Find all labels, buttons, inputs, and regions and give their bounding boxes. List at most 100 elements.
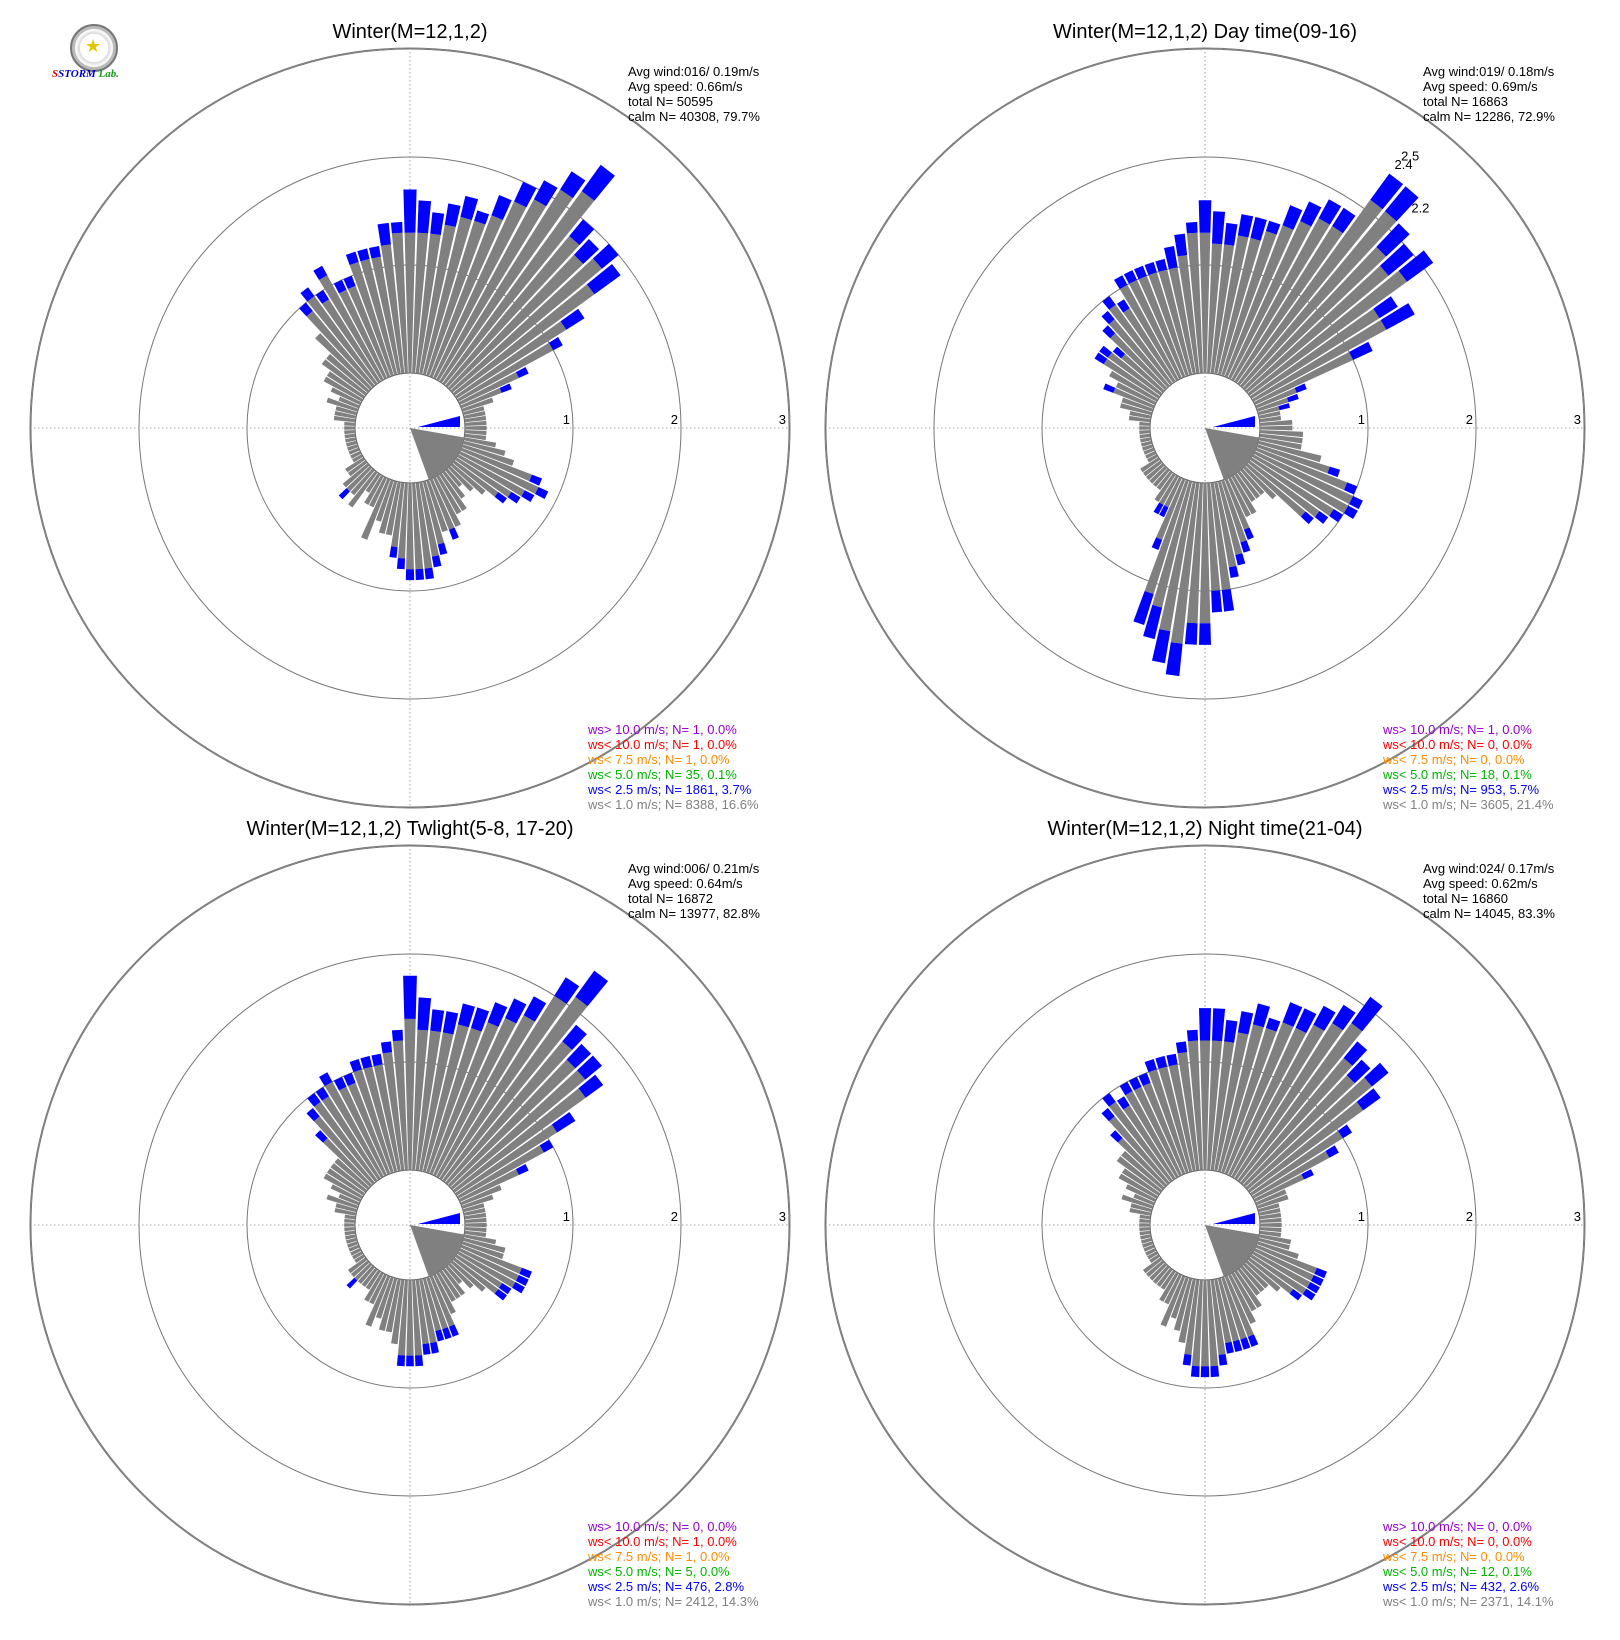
rose-bar-segment xyxy=(322,299,381,384)
rose-bar-segment xyxy=(422,480,445,545)
rose-bar-segment xyxy=(1139,1218,1151,1223)
rose-bar-segment xyxy=(1207,482,1221,591)
legend-entry: ws< 7.5 m/s; N= 1, 0.0% xyxy=(587,752,730,767)
rose-bar-segment xyxy=(1158,1066,1193,1173)
rose-bar-segment xyxy=(448,1324,459,1337)
rose-bar-segment xyxy=(535,487,549,499)
rose-bar-segment xyxy=(1258,437,1302,450)
rose-bar-segment xyxy=(1128,1076,1142,1091)
rose-bar-segment xyxy=(1186,232,1203,374)
rose-bar-segment xyxy=(1158,269,1193,376)
rose-bar-segment xyxy=(1398,250,1434,282)
rose-bar-segment xyxy=(1259,419,1293,426)
rose-bar-segment xyxy=(461,1241,504,1260)
rose-bar-segment xyxy=(433,1018,517,1177)
rose-bar-segment xyxy=(1242,1075,1355,1188)
rose-bar-segment xyxy=(1177,255,1200,374)
rose-bar-segment xyxy=(439,1269,461,1299)
rose-bar-segment xyxy=(422,1277,442,1331)
rose-bar-segment xyxy=(523,996,547,1022)
rose-bar-segment xyxy=(1109,1101,1173,1183)
rose-bar-segment xyxy=(1240,1058,1353,1185)
rose-bar-segment xyxy=(1247,270,1407,396)
rose-bar-segment xyxy=(1159,474,1179,505)
rose-bar-segment xyxy=(436,474,462,515)
rose-bar-segment xyxy=(364,474,384,505)
rose-bar-segment xyxy=(1121,1168,1161,1196)
rose-bar-segment xyxy=(1142,1082,1186,1175)
ring-label: 2 xyxy=(1466,412,1473,427)
rose-bar-segment xyxy=(390,221,403,234)
rose-bar-segment xyxy=(1249,457,1334,516)
rose-bar-segment xyxy=(405,569,415,581)
rose-bar-segment xyxy=(1259,433,1303,444)
rose-bar-segment xyxy=(1129,1208,1152,1216)
rose-bar-segment xyxy=(377,222,391,246)
rose-bar-segment xyxy=(533,180,558,207)
rose-bar-segment xyxy=(313,1116,375,1185)
rose-bar-segment xyxy=(1139,1230,1151,1236)
legend-entry: ws< 7.5 m/s; N= 1, 0.0% xyxy=(587,1549,730,1564)
rose-bar-segment xyxy=(1110,333,1168,391)
rose-bar-segment xyxy=(1255,1189,1287,1206)
rose-bar-segment xyxy=(338,1193,360,1206)
rose-bar-segment xyxy=(1247,1334,1259,1347)
rose-bar-segment xyxy=(1325,1145,1339,1158)
rose-bar-segment xyxy=(1256,1194,1289,1209)
rose-bar-segment xyxy=(578,1074,604,1098)
rose-bar-segment xyxy=(350,451,362,459)
rose-bar-segment xyxy=(1147,1251,1159,1260)
rose-bar-segment xyxy=(1237,470,1261,499)
rose-bar-segment xyxy=(1116,1156,1163,1193)
rose-bar-segment xyxy=(1225,1341,1234,1354)
rose-bar-segment xyxy=(1173,1277,1193,1331)
stats-line: total N= 50595 xyxy=(628,94,713,109)
rose-bar-segment xyxy=(1134,1086,1182,1177)
rose-bar-segment xyxy=(445,1265,463,1284)
rose-bar-segment xyxy=(1221,1276,1247,1340)
legend-entry: ws< 10.0 m/s; N= 0, 0.0% xyxy=(1382,737,1532,752)
rose-bar-segment xyxy=(1380,303,1415,330)
rose-bar-segment xyxy=(1175,1041,1188,1054)
stats-line: Avg wind:006/ 0.21m/s xyxy=(628,861,760,876)
rose-bar-segment xyxy=(1109,370,1159,402)
rose-bar-segment xyxy=(404,1018,416,1170)
legend-entry: ws< 1.0 m/s; N= 2412, 14.3% xyxy=(587,1594,759,1609)
rose-bar-segment xyxy=(1289,1289,1302,1301)
rose-bar-segment xyxy=(415,1030,441,1171)
rose-bar-segment xyxy=(397,482,408,559)
rose-bar-segment xyxy=(415,233,441,374)
rose-bar-segment xyxy=(426,479,448,533)
rose-bar-segment xyxy=(306,1107,320,1122)
rose-bar-segment xyxy=(1259,430,1304,438)
rose-bar-segment xyxy=(1294,383,1307,393)
rose-bar-segment xyxy=(391,232,408,374)
ring-label: 3 xyxy=(1574,1209,1581,1224)
rose-bar-segment xyxy=(345,437,357,443)
rose-bar-segment xyxy=(460,387,502,409)
rose-bar-segment xyxy=(452,1088,586,1193)
rose-bar-segment xyxy=(1170,482,1200,644)
rose-bar-segment xyxy=(1168,1064,1196,1172)
rose-bar-segment xyxy=(1108,1116,1170,1185)
rose-bar-segment xyxy=(566,1043,592,1069)
rose-bar-segment xyxy=(1217,480,1243,555)
rose-bar-segment xyxy=(1142,444,1154,451)
rose-bar-segment xyxy=(439,472,467,512)
rose-bar-segment xyxy=(463,411,486,419)
rose-bar-segment xyxy=(1243,527,1254,540)
rose-bar-segment xyxy=(344,433,356,439)
rose-bar-segment xyxy=(1258,1234,1292,1245)
rose-bar-segment xyxy=(450,258,602,393)
rose-bar-segment xyxy=(1115,382,1157,405)
rose-bar-segment xyxy=(1112,346,1126,359)
rose-bar-segment xyxy=(1144,479,1189,594)
rose-bar-segment xyxy=(1224,1019,1238,1043)
rose-bar-segment xyxy=(326,1194,359,1209)
rose-bar-segment xyxy=(439,189,573,384)
rose-bar-segment xyxy=(1214,481,1237,568)
rose-bar-segment xyxy=(365,472,381,493)
rose-bar-segment xyxy=(437,542,448,555)
rose-bar-segment xyxy=(351,1260,370,1278)
rose-bar-segment xyxy=(452,284,595,396)
